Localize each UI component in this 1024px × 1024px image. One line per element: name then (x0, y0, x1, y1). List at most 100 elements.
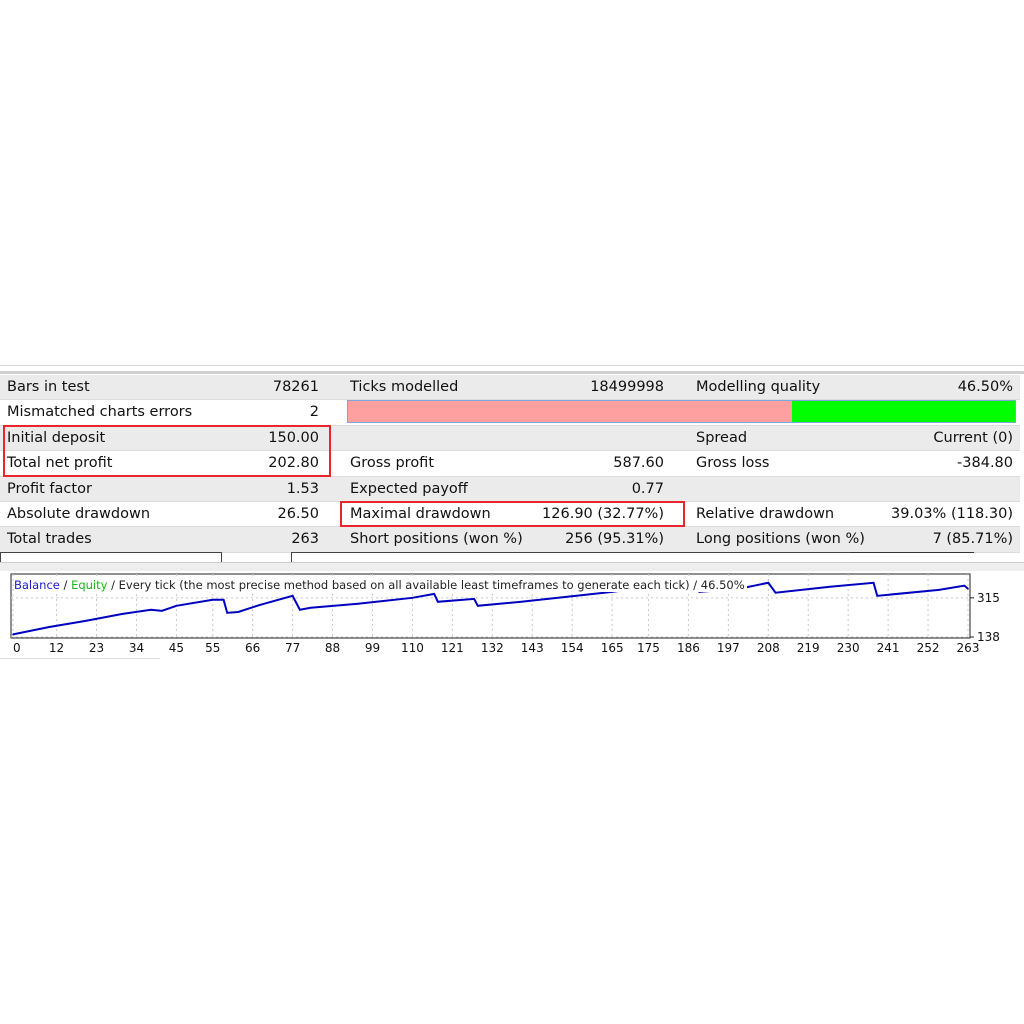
report-row: Total trades 263 Short positions (won %) 25… (0, 527, 1020, 553)
legend-separator: / (59, 578, 72, 592)
x-tick-label: 45 (169, 641, 184, 655)
x-tick-label: 88 (325, 641, 340, 655)
report-row: Profit factor 1.53 Expected payoff 0.77 (0, 476, 1020, 502)
legend-balance: Balance (14, 578, 60, 592)
balance-chart: 0 12 23 34 45 55 66 77 88 99 110 121 132 143 154 165 175… (10, 573, 1000, 655)
balance-point (938, 589, 940, 591)
x-tick-label: 55 (205, 641, 220, 655)
x-tick-label: 154 (561, 641, 584, 655)
report-row: Total net profit 202.80 Gross profit 587.60… (0, 451, 1020, 477)
absolute-drawdown-value: 26.50 (277, 505, 319, 522)
balance-point (237, 611, 239, 613)
long-positions-won-label: Long positions (won %) (696, 531, 865, 548)
balance-point (175, 604, 178, 607)
tab-strip-mid (291, 552, 852, 563)
x-tick-label: 132 (481, 641, 504, 655)
x-tick-label: 186 (677, 641, 700, 655)
scrollbar-thumb[interactable] (850, 552, 974, 553)
balance-point (520, 601, 523, 603)
expected-payoff-value: 0.77 (631, 480, 664, 497)
balance-point (437, 601, 439, 603)
short-positions-won-label: Short positions (won %) (350, 531, 523, 548)
legend-description: / Every tick (the most precise method ba… (107, 578, 745, 592)
x-tick-label: 208 (757, 641, 780, 655)
highlight-deposit-profit (3, 425, 331, 477)
modelling-quality-value: 46.50% (957, 379, 1013, 395)
balance-point (48, 626, 51, 628)
mismatched-charts-errors-label: Mismatched charts errors (7, 404, 193, 421)
bars-in-test-label: Bars in test (7, 379, 90, 395)
balance-point (299, 608, 301, 611)
y-tick-label: 138 (977, 630, 1000, 644)
balance-point (259, 604, 261, 606)
spread-value: Current (0) (933, 429, 1013, 446)
balance-point (967, 587, 969, 590)
tab-strip-left (0, 552, 222, 563)
long-positions-won-value: 7 (85.71%) (932, 531, 1013, 548)
x-tick-label: 197 (717, 641, 740, 655)
relative-drawdown-label: Relative drawdown (696, 505, 835, 522)
gross-profit-label: Gross profit (350, 455, 435, 472)
legend-equity: Equity (71, 578, 108, 592)
x-tick-label: 66 (245, 641, 260, 655)
x-tick-label: 0 (13, 641, 21, 655)
quality-bar-mismatched (348, 401, 792, 422)
total-trades-label: Total trades (7, 531, 92, 548)
chart-legend: Balance / Equity / Every tick (the most … (14, 578, 747, 592)
x-tick-label: 110 (401, 641, 424, 655)
balance-point (121, 613, 123, 615)
top-divider (0, 365, 1024, 366)
balance-point (473, 598, 475, 600)
balance-point (357, 602, 359, 605)
balance-point (476, 604, 479, 607)
x-tick-label: 23 (89, 641, 104, 655)
report-row: Bars in test 78261 Ticks modelled 18499998 M… (0, 375, 1020, 401)
balance-point (774, 591, 777, 594)
report-row: Absolute drawdown 26.50 Maximal drawdown 12… (0, 501, 1020, 528)
chart-separator (0, 562, 1024, 571)
total-net-profit-label: Total net profit (7, 455, 113, 472)
gross-loss-label: Gross loss (696, 455, 770, 472)
report-frame-top (0, 371, 1024, 374)
x-tick-label: 34 (129, 641, 144, 655)
mismatched-charts-errors-value: 2 (309, 404, 319, 421)
maximal-drawdown-value: 126.90 (32.77%) (542, 505, 664, 522)
bottom-divider (0, 658, 160, 659)
report-row: Initial deposit 150.00 Spread Current (0) (0, 425, 1020, 452)
total-trades-value: 263 (291, 531, 319, 548)
y-tick-label: 315 (977, 591, 1000, 605)
balance-point (84, 620, 87, 622)
balance-point (963, 584, 966, 587)
balance-point (211, 599, 214, 601)
balance-point (161, 610, 163, 612)
balance-point (767, 581, 770, 584)
x-tick-label: 77 (285, 641, 300, 655)
x-tick-label: 175 (637, 641, 660, 655)
ticks-modelled-label: Ticks modelled (350, 379, 459, 395)
initial-deposit-label: Initial deposit (7, 429, 106, 446)
x-tick-label: 99 (365, 641, 380, 655)
balance-point (411, 597, 414, 599)
quality-bar-good (791, 401, 1015, 422)
gross-profit-value: 587.60 (613, 455, 664, 472)
balance-point (829, 585, 831, 588)
balance-point (226, 612, 229, 614)
x-tick-label: 252 (917, 641, 940, 655)
balance-point (309, 606, 312, 609)
x-tick-label: 241 (877, 641, 900, 655)
x-tick-label: 165 (601, 641, 624, 655)
profit-factor-label: Profit factor (7, 480, 92, 497)
short-positions-won-value: 256 (95.31%) (565, 531, 664, 548)
gross-loss-value: -384.80 (957, 455, 1013, 472)
relative-drawdown-value: 39.03% (118.30) (891, 505, 1013, 522)
initial-deposit-value: 150.00 (268, 429, 319, 446)
maximal-drawdown-label: Maximal drawdown (350, 505, 491, 522)
balance-point (291, 595, 294, 597)
balance-point (150, 608, 152, 611)
modelling-quality-bar (347, 400, 1016, 423)
x-tick-label: 12 (49, 641, 64, 655)
profit-factor-value: 1.53 (286, 480, 319, 497)
expected-payoff-label: Expected payoff (350, 480, 468, 497)
bars-in-test-value: 78261 (272, 379, 319, 395)
report-table: Bars in test 78261 Ticks modelled 18499998 M… (0, 375, 1020, 553)
